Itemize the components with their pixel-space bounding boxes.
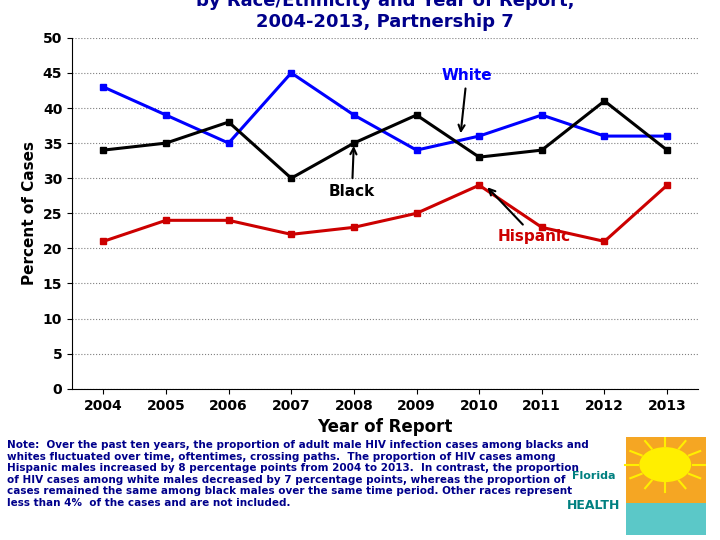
Bar <box>626 503 706 535</box>
Text: Black: Black <box>329 148 375 199</box>
Bar <box>626 437 706 535</box>
Text: HEALTH: HEALTH <box>567 499 620 512</box>
Text: Hispanic: Hispanic <box>489 189 571 245</box>
X-axis label: Year of Report: Year of Report <box>318 418 453 436</box>
Text: Florida: Florida <box>572 471 615 481</box>
Circle shape <box>639 447 691 482</box>
Y-axis label: Percent of Cases: Percent of Cases <box>22 141 37 285</box>
Title: Adult Male HIV Infection Cases
by Race/Ethnicity and Year of Report,
2004-2013, : Adult Male HIV Infection Cases by Race/E… <box>196 0 575 31</box>
Text: Note:  Over the past ten years, the proportion of adult male HIV infection cases: Note: Over the past ten years, the propo… <box>7 440 589 508</box>
Text: White: White <box>441 68 492 131</box>
